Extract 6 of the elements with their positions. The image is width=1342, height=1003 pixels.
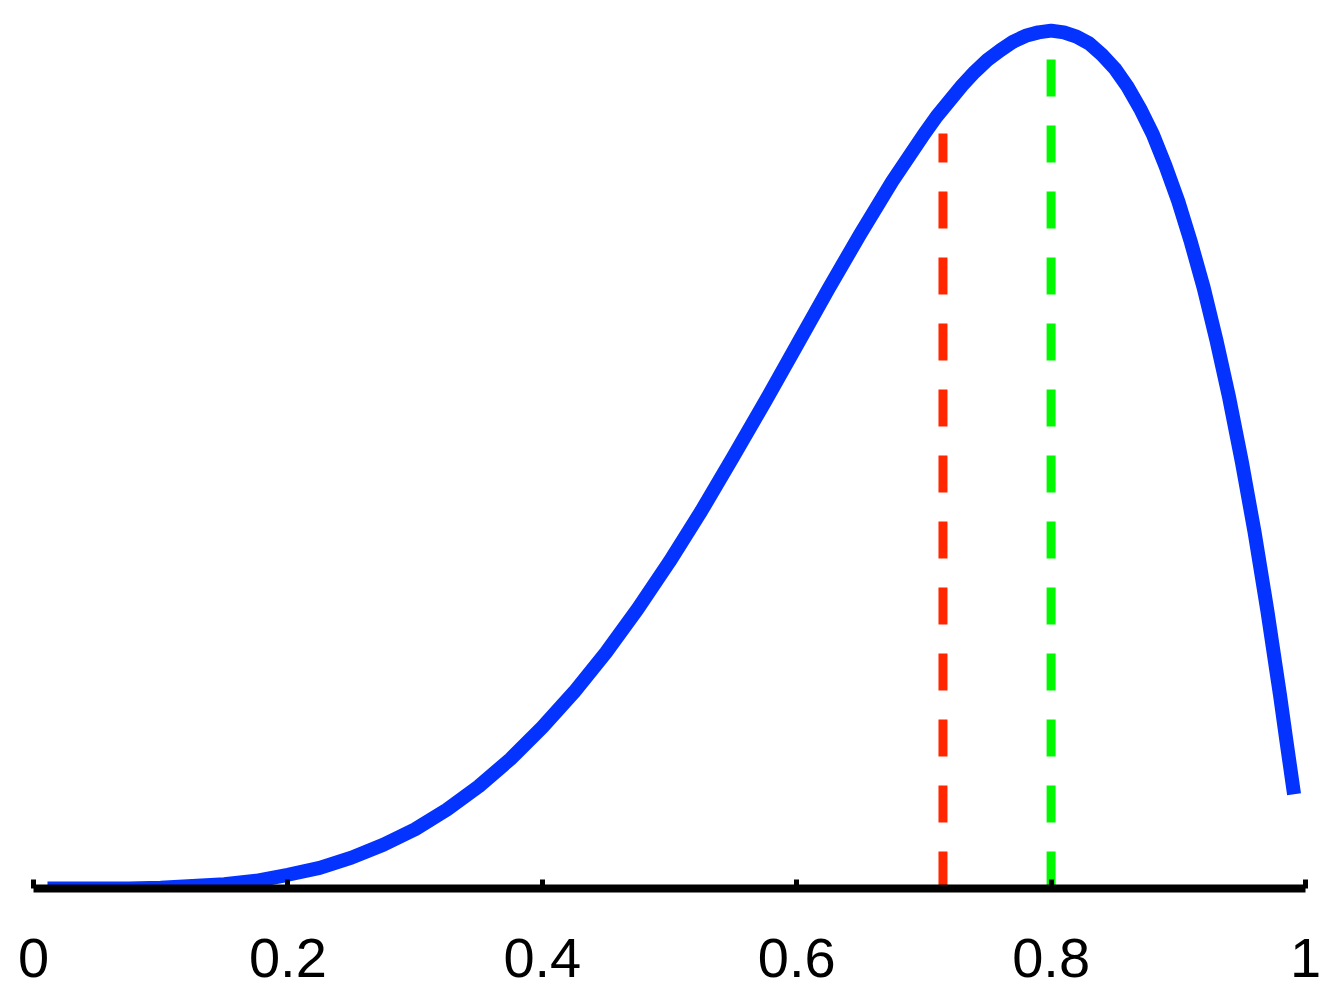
x-tick-label: 1 [1289,925,1322,989]
x-tick-label: 0.6 [757,925,836,989]
x-tick-label: 0.8 [1012,925,1091,989]
x-tick-label: 0.2 [248,925,327,989]
x-tick-label: 0.4 [503,925,582,989]
x-tick-label: 0 [17,925,50,989]
